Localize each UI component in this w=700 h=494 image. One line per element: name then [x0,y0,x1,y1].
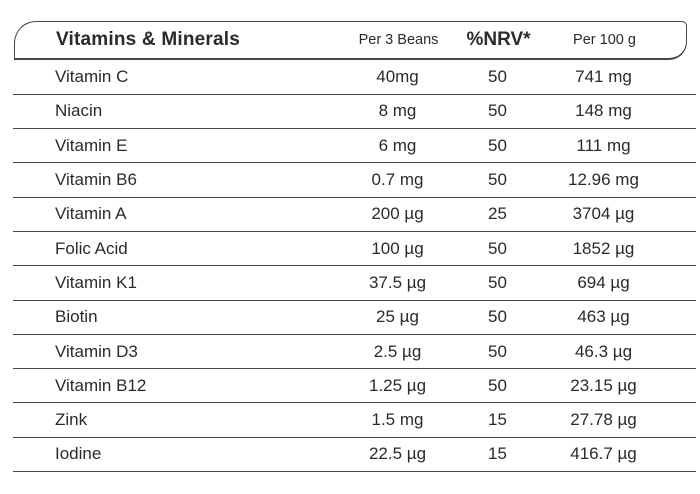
column-header-per-100g: Per 100 g [573,32,636,48]
per-3-beans-value: 6 mg [378,135,417,155]
nutrient-name: Vitamin B12 [55,375,147,395]
per-3-beans-value: 25 µg [376,307,419,327]
per-100g-value: 694 µg [577,272,630,292]
table-row: Biotin 25 µg 50 463 µg [13,301,696,335]
nrv-value: 50 [488,307,507,327]
table-row: Vitamin C 40mg 50 741 mg [13,61,696,95]
nutrient-name: Folic Acid [55,238,128,258]
nrv-value: 25 [488,204,507,224]
per-3-beans-value: 2.5 µg [373,341,422,361]
table-row: Vitamin D3 2.5 µg 50 46.3 µg [13,335,696,370]
nutrition-table-body: Vitamin C 40mg 50 741 mg Niacin 8 mg 50 … [13,61,696,473]
per-100g-value: 463 µg [577,307,630,327]
column-header-nrv: %NRV* [466,29,531,50]
nrv-value: 50 [488,67,507,87]
nutrient-name: Biotin [55,307,98,327]
per-3-beans-value: 100 µg [371,238,424,258]
table-header: Vitamins & Minerals Per 3 Beans %NRV* Pe… [14,21,687,60]
table-row: Folic Acid 100 µg 50 1852 µg [13,232,696,267]
nrv-value: 15 [488,410,507,430]
per-100g-value: 741 mg [575,67,632,87]
nutrient-name: Vitamin B6 [55,170,137,190]
table-row: Vitamin B6 0.7 mg 50 12.96 mg [13,163,696,198]
per-3-beans-value: 200 µg [371,204,424,224]
per-100g-value: 111 mg [576,135,631,155]
per-3-beans-value: 1.25 µg [368,375,427,395]
nrv-value: 50 [488,101,507,121]
per-3-beans-value: 0.7 mg [371,170,424,190]
nrv-value: 15 [488,444,507,464]
nutrient-name: Vitamin D3 [55,341,138,361]
nrv-value: 50 [488,341,507,361]
per-100g-value: 23.15 µg [570,375,637,395]
per-3-beans-value: 40mg [376,67,419,87]
per-100g-value: 3704 µg [572,204,635,224]
nutrient-name: Vitamin K1 [55,272,137,292]
table-row: Vitamin K1 37.5 µg 50 694 µg [13,266,696,301]
per-3-beans-value: 22.5 µg [368,444,427,464]
table-row: Vitamin E 6 mg 50 111 mg [13,129,696,164]
nrv-value: 50 [488,272,507,292]
table-row: Niacin 8 mg 50 148 mg [13,95,696,130]
per-3-beans-value: 37.5 µg [368,272,427,292]
per-100g-value: 12.96 mg [568,170,639,190]
table-title: Vitamins & Minerals [56,29,241,50]
table-row: Zink 1.5 mg 15 27.78 µg [13,403,696,438]
nutrient-name: Vitamin C [55,67,129,87]
table-row: Vitamin B12 1.25 µg 50 23.15 µg [13,369,696,404]
per-100g-value: 1852 µg [572,238,635,258]
per-100g-value: 148 mg [575,101,632,121]
nutrient-name: Iodine [55,444,102,464]
per-100g-value: 27.78 µg [570,410,637,430]
column-header-per-3-beans: Per 3 Beans [358,32,439,48]
nrv-value: 50 [488,375,507,395]
nrv-value: 50 [488,135,507,155]
nutrient-name: Niacin [55,101,103,121]
nrv-value: 50 [488,170,507,190]
nutrient-name: Zink [55,410,88,430]
per-100g-value: 46.3 µg [574,341,633,361]
table-row: Iodine 22.5 µg 15 416.7 µg [13,438,696,473]
per-100g-value: 416.7 µg [570,444,637,464]
per-3-beans-value: 1.5 mg [371,410,424,430]
nrv-value: 50 [488,238,507,258]
per-3-beans-value: 8 mg [378,101,417,121]
nutrient-name: Vitamin E [55,135,128,155]
table-row: Vitamin A 200 µg 25 3704 µg [13,198,696,232]
nutrient-name: Vitamin A [55,204,127,224]
